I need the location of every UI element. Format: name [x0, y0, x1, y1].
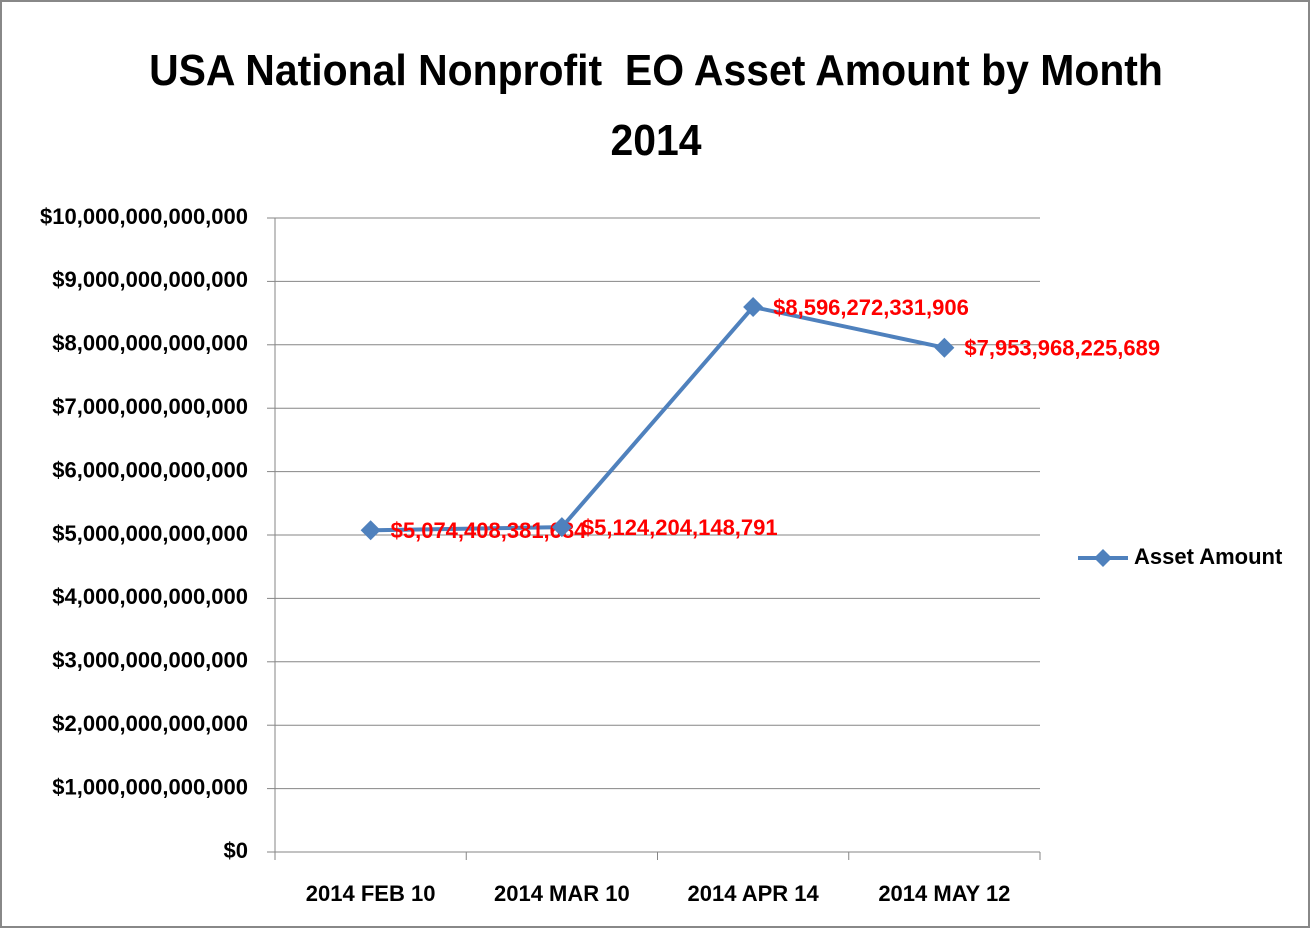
line [370, 304, 945, 533]
marker [743, 296, 764, 317]
y-tick-label: $0 [224, 838, 248, 863]
legend-label: Asset Amount [1134, 544, 1283, 569]
data-label: $5,074,408,381,684 [391, 518, 588, 543]
y-tick-label: $1,000,000,000,000 [52, 774, 248, 799]
data-label: $8,596,272,331,906 [773, 295, 969, 320]
data-label: $7,953,968,225,689 [964, 336, 1160, 361]
x-tick-label: 2014 MAY 12 [878, 881, 1010, 906]
y-tick-label: $10,000,000,000,000 [40, 204, 248, 229]
y-tick-label: $6,000,000,000,000 [52, 457, 248, 482]
legend-marker [1094, 549, 1112, 567]
y-tick-label: $3,000,000,000,000 [52, 648, 248, 673]
x-tick-label: 2014 MAR 10 [494, 881, 630, 906]
y-tick-label: $5,000,000,000,000 [52, 521, 248, 546]
data-label: $5,124,204,148,791 [582, 515, 778, 540]
y-tick-label: $7,000,000,000,000 [52, 394, 248, 419]
marker [360, 520, 381, 541]
y-tick-label: $9,000,000,000,000 [52, 267, 248, 292]
y-tick-label: $8,000,000,000,000 [52, 331, 248, 356]
marker [551, 517, 572, 538]
x-tick-label: 2014 APR 14 [687, 881, 819, 906]
y-tick-label: $4,000,000,000,000 [52, 584, 248, 609]
marker [934, 337, 955, 358]
x-tick-label: 2014 FEB 10 [306, 881, 436, 906]
y-tick-label: $2,000,000,000,000 [52, 711, 248, 736]
chart-title: USA National Nonprofit EO Asset Amount b… [149, 46, 1175, 165]
